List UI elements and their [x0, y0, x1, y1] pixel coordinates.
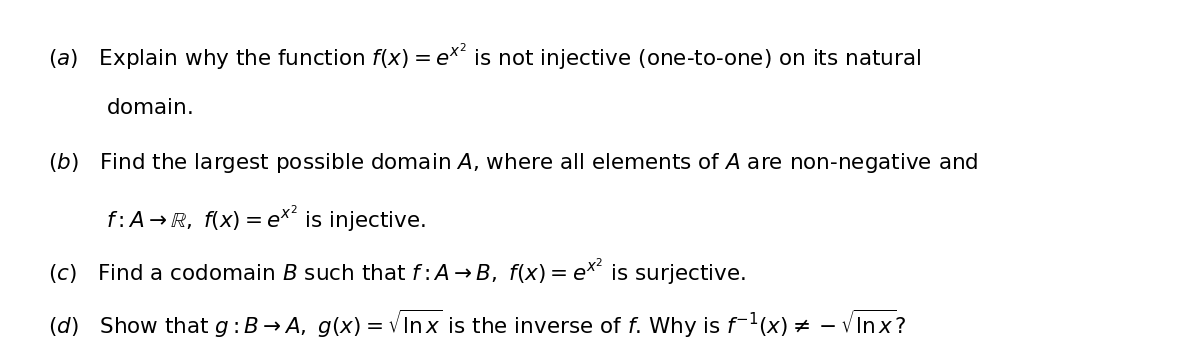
Text: $(a)\quad \text{Explain why the function } f(x) = e^{x^2} \text{ is not injectiv: $(a)\quad \text{Explain why the function… — [48, 41, 922, 72]
Text: $(b)\quad \text{Find the largest possible domain } A\text{, where all elements o: $(b)\quad \text{Find the largest possibl… — [48, 151, 978, 175]
Text: $(d)\quad \text{Show that } g: B \to A,\ g(x) = \sqrt{\ln x} \text{ is the inver: $(d)\quad \text{Show that } g: B \to A,\… — [48, 308, 906, 340]
Text: $f: A \to \mathbb{R},\ f(x) = e^{x^2} \text{ is injective.}$: $f: A \to \mathbb{R},\ f(x) = e^{x^2} \t… — [106, 204, 426, 234]
Text: $(c)\quad \text{Find a codomain } B \text{ such that } f: A \to B,\ f(x) = e^{x^: $(c)\quad \text{Find a codomain } B \tex… — [48, 257, 746, 287]
Text: $\text{domain.}$: $\text{domain.}$ — [106, 97, 193, 119]
